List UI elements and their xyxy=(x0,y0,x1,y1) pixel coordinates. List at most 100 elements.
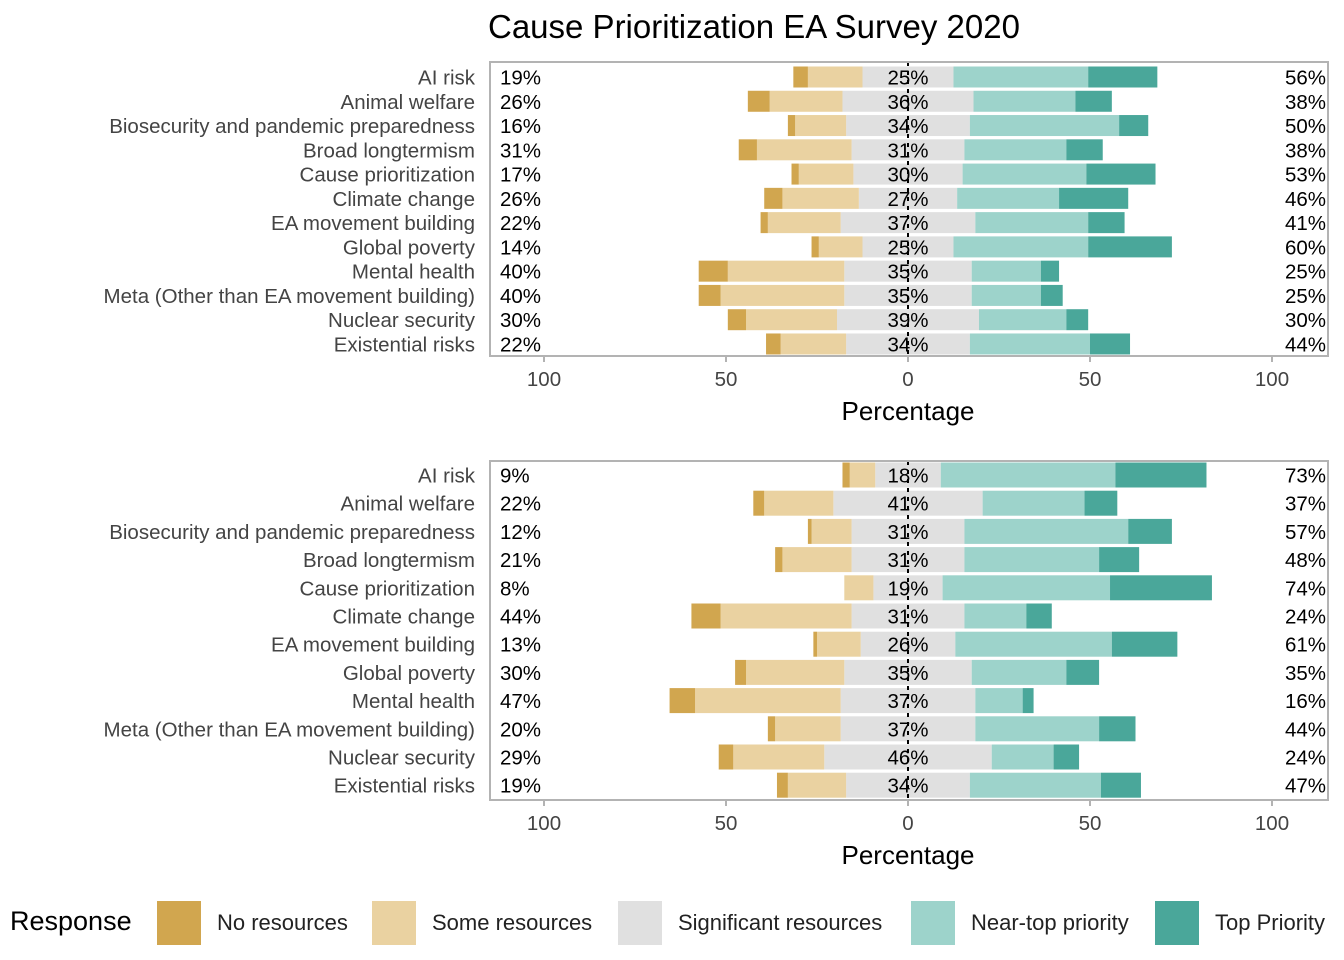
bar-some-resources-nuclear-security xyxy=(746,309,838,331)
bar-no-resources-existential-risks xyxy=(776,772,788,798)
bar-near-top-priority-climate-change xyxy=(964,603,1027,629)
bar-some-resources-mental-health xyxy=(727,260,845,282)
bar-no-resources-nuclear-security xyxy=(718,744,734,770)
bar-near-top-priority-global-poverty xyxy=(971,659,1067,685)
bar-significant-resources-cause-prioritization-right xyxy=(908,575,943,601)
left-pct-label: 14% xyxy=(500,236,541,259)
bar-significant-resources-broad-longtermism-right xyxy=(908,547,965,573)
bar-no-resources-ai-risk xyxy=(842,462,850,488)
bar-some-resources-ea-movement-building xyxy=(817,631,861,657)
bar-top-priority-broad-longtermism xyxy=(1099,547,1140,573)
bar-no-resources-ea-movement-building xyxy=(813,631,817,657)
bar-significant-resources-animal-welfare-right xyxy=(908,90,974,112)
bar-significant-resources-ea-movement-building-left xyxy=(840,212,908,234)
bar-significant-resources-broad-longtermism-left xyxy=(851,547,908,573)
category-label: Climate change xyxy=(333,606,475,629)
bar-some-resources-biosecurity-and-pandemic-preparedness xyxy=(795,115,847,137)
bar-top-priority-animal-welfare xyxy=(1075,90,1112,112)
left-pct-label: 40% xyxy=(500,261,541,284)
bar-near-top-priority-broad-longtermism xyxy=(964,547,1100,573)
bar-no-resources-meta-other-than-ea-movement-building xyxy=(767,716,776,742)
x-tick-label-0: 100 xyxy=(527,368,561,391)
bar-top-priority-cause-prioritization xyxy=(1086,163,1156,185)
bar-top-priority-nuclear-security xyxy=(1066,309,1089,331)
chart-panel-1: AI risk 19% 25% 56% Animal welfare 26% 36% 38% B… xyxy=(104,61,1329,426)
x-tick-label-3: 50 xyxy=(1079,368,1102,391)
right-pct-label: 44% xyxy=(1285,333,1326,356)
bar-significant-resources-broad-longtermism-right xyxy=(908,139,965,161)
bar-some-resources-cause-prioritization xyxy=(798,163,854,185)
bar-near-top-priority-biosecurity-and-pandemic-preparedness xyxy=(964,518,1129,544)
bar-top-priority-cause-prioritization xyxy=(1110,575,1212,601)
bar-near-top-priority-global-poverty xyxy=(953,236,1089,258)
x-tick-label-1: 50 xyxy=(715,368,738,391)
x-tick-label-0: 100 xyxy=(527,812,561,835)
bar-top-priority-meta-other-than-ea-movement-building xyxy=(1040,284,1063,306)
bar-significant-resources-broad-longtermism-left xyxy=(851,139,908,161)
bar-top-priority-global-poverty xyxy=(1088,236,1172,258)
left-pct-label: 16% xyxy=(500,115,541,138)
left-pct-label: 22% xyxy=(500,212,541,235)
right-pct-label: 57% xyxy=(1285,521,1326,544)
right-pct-label: 73% xyxy=(1285,465,1326,488)
category-label: AI risk xyxy=(418,67,476,90)
bar-some-resources-broad-longtermism xyxy=(782,547,852,573)
bar-some-resources-existential-risks xyxy=(780,333,847,355)
bar-no-resources-animal-welfare xyxy=(747,90,770,112)
bar-significant-resources-climate-change-left xyxy=(858,187,908,209)
bar-significant-resources-existential-risks-right xyxy=(908,772,970,798)
category-label: Mental health xyxy=(352,261,475,284)
bar-significant-resources-biosecurity-and-pandemic-preparedness-right xyxy=(908,518,965,544)
bar-significant-resources-ea-movement-building-right xyxy=(908,631,956,657)
bar-some-resources-climate-change xyxy=(782,187,859,209)
bar-top-priority-mental-health xyxy=(1022,688,1034,714)
bar-top-priority-ea-movement-building xyxy=(1088,212,1125,234)
category-label: Global poverty xyxy=(343,662,476,685)
bar-significant-resources-meta-other-than-ea-movement-building-left xyxy=(840,716,908,742)
bar-significant-resources-animal-welfare-left xyxy=(833,490,908,516)
bar-top-priority-nuclear-security xyxy=(1053,744,1080,770)
bar-some-resources-ea-movement-building xyxy=(767,212,841,234)
bar-top-priority-biosecurity-and-pandemic-preparedness xyxy=(1119,115,1149,137)
bar-top-priority-mental-health xyxy=(1040,260,1060,282)
left-pct-label: 44% xyxy=(500,606,541,629)
left-pct-label: 22% xyxy=(500,493,541,516)
bar-no-resources-cause-prioritization xyxy=(791,163,799,185)
left-pct-label: 20% xyxy=(500,718,541,741)
bar-top-priority-existential-risks xyxy=(1100,772,1141,798)
bar-near-top-priority-ai-risk xyxy=(940,462,1116,488)
bar-some-resources-ai-risk xyxy=(807,66,863,88)
bar-no-resources-biosecurity-and-pandemic-preparedness xyxy=(787,115,796,137)
x-tick-label-4: 100 xyxy=(1255,812,1289,835)
center-pct-label: 31% xyxy=(887,139,928,162)
right-pct-label: 24% xyxy=(1285,747,1326,770)
bar-significant-resources-biosecurity-and-pandemic-preparedness-right xyxy=(908,115,970,137)
bar-near-top-priority-nuclear-security xyxy=(978,309,1067,331)
bar-some-resources-cause-prioritization xyxy=(844,575,874,601)
left-pct-label: 26% xyxy=(500,91,541,114)
center-pct-label: 25% xyxy=(887,67,928,90)
right-pct-label: 41% xyxy=(1285,212,1326,235)
category-label: Nuclear security xyxy=(328,309,476,332)
category-label: AI risk xyxy=(418,465,476,488)
bar-significant-resources-climate-change-left xyxy=(851,603,908,629)
center-pct-label: 41% xyxy=(887,493,928,516)
right-pct-label: 60% xyxy=(1285,236,1326,259)
bar-near-top-priority-meta-other-than-ea-movement-building xyxy=(971,284,1041,306)
bar-near-top-priority-existential-risks xyxy=(969,333,1090,355)
category-label: Animal welfare xyxy=(341,91,475,114)
right-pct-label: 74% xyxy=(1285,577,1326,600)
bar-top-priority-ea-movement-building xyxy=(1111,631,1178,657)
bar-near-top-priority-nuclear-security xyxy=(991,744,1054,770)
bar-no-resources-ea-movement-building xyxy=(760,212,768,234)
center-pct-label: 26% xyxy=(887,634,928,657)
legend-swatch-top-priority xyxy=(1155,901,1199,945)
left-pct-label: 31% xyxy=(500,139,541,162)
right-pct-label: 61% xyxy=(1285,634,1326,657)
bar-no-resources-nuclear-security xyxy=(727,309,747,331)
bar-significant-resources-existential-risks-left xyxy=(846,333,908,355)
right-pct-label: 56% xyxy=(1285,67,1326,90)
bar-top-priority-animal-welfare xyxy=(1084,490,1118,516)
left-pct-label: 30% xyxy=(500,309,541,332)
